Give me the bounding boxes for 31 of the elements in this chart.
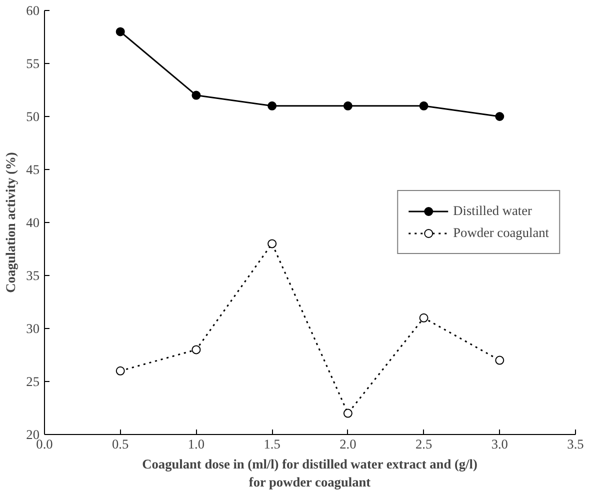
x-tick-label: 0.5 [112, 436, 130, 452]
point [343, 408, 352, 418]
y-axis-title: Coagulation activity (%) [3, 152, 18, 293]
y-tick-label: 50 [26, 109, 40, 124]
legend-label: Powder coagulant [453, 225, 549, 241]
x-tick-label: 1.0 [188, 436, 205, 452]
x-tick-label: 2.5 [415, 436, 432, 452]
point [419, 313, 428, 322]
point [192, 345, 201, 354]
point [116, 366, 125, 376]
y-tick-label: 35 [26, 268, 40, 283]
point [268, 239, 277, 248]
point [495, 112, 504, 121]
x-tick-label: 2.0 [340, 436, 357, 452]
point [495, 356, 504, 365]
y-tick-label: 55 [26, 56, 40, 71]
x-tick-label: 3.0 [491, 436, 508, 452]
y-tick-label: 60 [26, 3, 40, 18]
legend-label: Distilled water [453, 203, 532, 219]
point [192, 90, 201, 100]
x-tick-label: 1.5 [264, 436, 281, 452]
point [116, 27, 125, 36]
x-tick-label: 3.5 [567, 436, 584, 452]
y-tick-label: 30 [26, 321, 40, 336]
point [419, 101, 428, 110]
y-tick-label: 40 [26, 215, 40, 230]
point [343, 101, 352, 110]
y-tick-label: 25 [26, 374, 40, 389]
y-tick-label: 45 [26, 162, 40, 177]
x-axis-title: Coagulant dose in (ml/l) for distilled water extract and (g/l) for powder coagulant [142, 456, 478, 490]
point [268, 101, 277, 110]
